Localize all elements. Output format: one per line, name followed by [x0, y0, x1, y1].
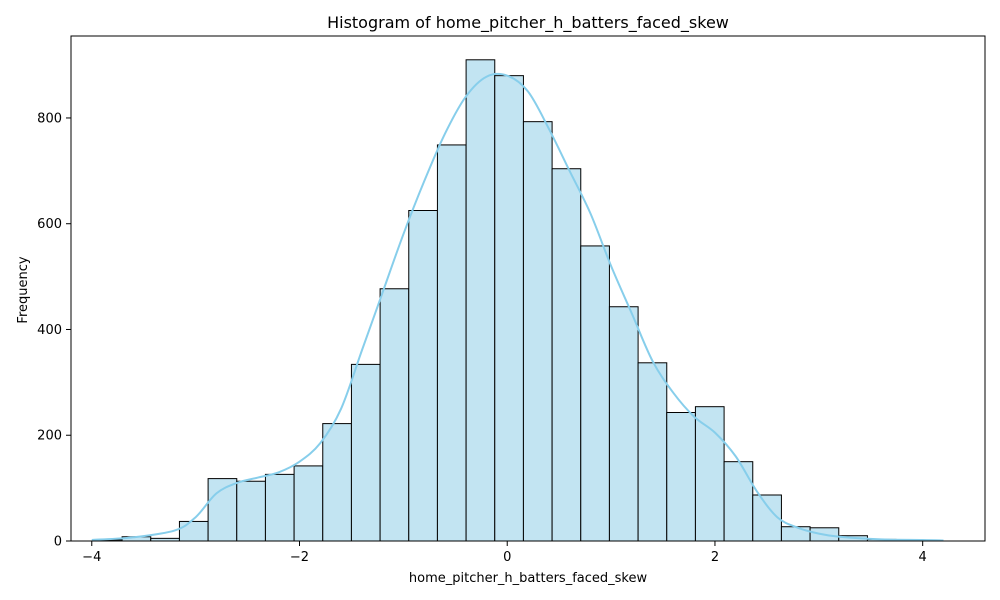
- histogram-bar: [551, 168, 582, 542]
- histogram-bar: [666, 412, 696, 542]
- x-tick-label: 2: [711, 550, 719, 565]
- y-tick-label: 800: [37, 111, 62, 126]
- histogram-bar: [350, 363, 381, 542]
- histogram-bar: [494, 75, 524, 542]
- histogram-bar: [522, 121, 553, 542]
- x-axis: −4 −2 0 2 4: [82, 541, 927, 565]
- x-tick-label: 0: [503, 550, 511, 565]
- histogram-bar: [264, 473, 295, 542]
- histogram-bar: [465, 59, 496, 542]
- histogram-bar: [637, 362, 668, 542]
- y-axis-label: Frequency: [16, 256, 31, 323]
- histogram-bar: [408, 210, 438, 542]
- kde-curve: [91, 72, 944, 542]
- histogram-bar: [752, 494, 782, 542]
- histogram-bar: [694, 406, 725, 542]
- plot-area-frame: [70, 35, 986, 542]
- y-tick-label: 600: [37, 217, 62, 232]
- histogram-bar: [723, 461, 754, 542]
- x-tick-label: −2: [290, 550, 309, 565]
- y-tick-label: 400: [37, 323, 62, 338]
- histogram-bar: [322, 423, 352, 542]
- histogram-bar: [178, 520, 209, 542]
- histogram-bar: [293, 465, 324, 542]
- histogram-bar: [780, 526, 811, 542]
- histogram-bar: [608, 306, 639, 542]
- histogram-bar: [379, 288, 410, 542]
- histogram-bar: [436, 144, 467, 542]
- y-axis: 0 200 400 600 800: [37, 111, 71, 550]
- histogram-bar: [207, 478, 238, 542]
- x-tick-label: 4: [919, 550, 927, 565]
- histogram-bar: [580, 245, 610, 542]
- x-axis-label: home_pitcher_h_batters_faced_skew: [409, 571, 648, 586]
- y-tick-label: 200: [37, 429, 62, 444]
- histogram-bars: [92, 59, 926, 542]
- histogram-bar: [236, 480, 266, 542]
- chart-title: Histogram of home_pitcher_h_batters_face…: [327, 13, 729, 33]
- y-tick-label: 0: [54, 535, 62, 550]
- x-tick-label: −4: [82, 550, 101, 565]
